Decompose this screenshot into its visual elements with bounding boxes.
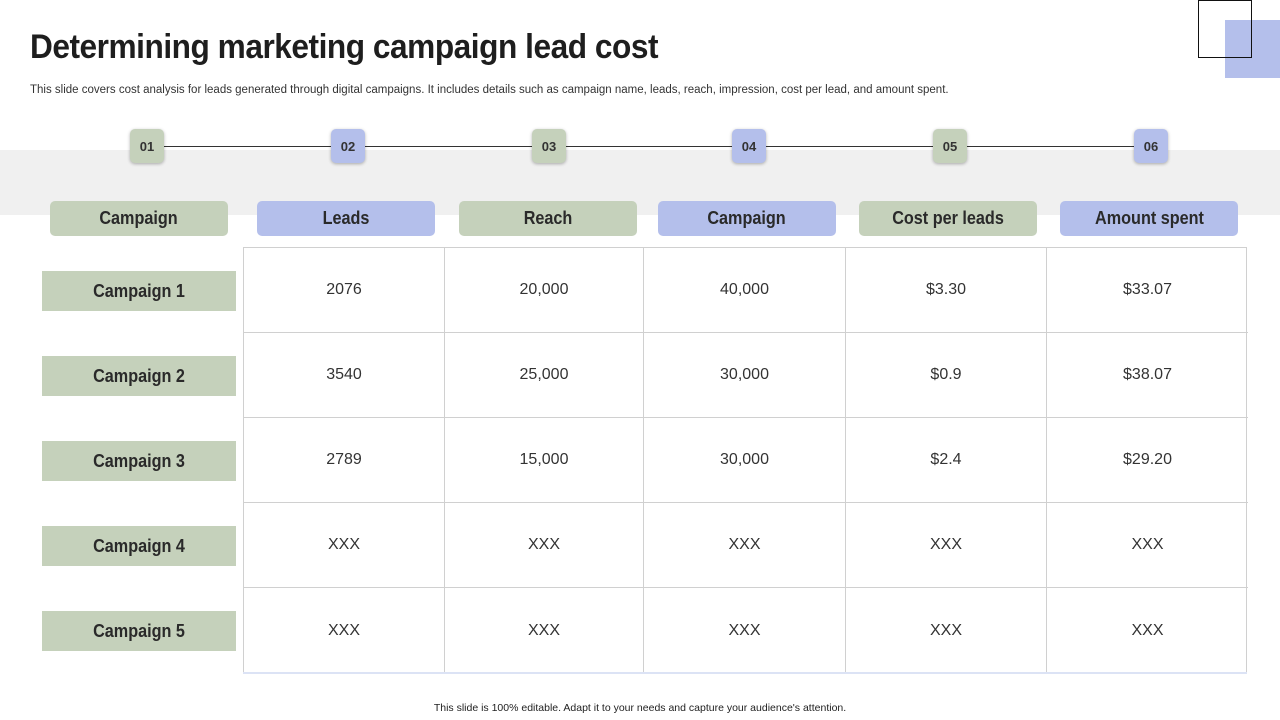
step-badge-05: 05: [933, 129, 967, 163]
column-header-campaign: Campaign: [50, 201, 228, 236]
decorative-square-outline: [1198, 0, 1252, 58]
table-cell: 2076: [244, 248, 445, 333]
table-bottom-accent: [243, 672, 1247, 674]
column-header-reach: Reach: [459, 201, 637, 236]
table-cell: 25,000: [445, 333, 644, 418]
table-cell: $0.9: [846, 333, 1047, 418]
table-cell: 30,000: [644, 418, 846, 503]
slide-title: Determining marketing campaign lead cost: [30, 28, 659, 66]
table-cell: $38.07: [1047, 333, 1248, 418]
table-cell: XXX: [846, 503, 1047, 588]
row-label-campaign-1: Campaign 1: [42, 271, 236, 311]
column-header-label: Cost per leads: [892, 208, 1004, 228]
table-cell: XXX: [1131, 622, 1164, 639]
table-cell: 15,000: [445, 418, 644, 503]
data-table: 2076 20,000 40,000 $3.30 $33.07 3540 25,…: [243, 247, 1248, 674]
column-header-label: Reach: [523, 208, 573, 228]
column-header-label: Amount spent: [1094, 208, 1204, 228]
row-label-text: Campaign 3: [93, 450, 185, 471]
table-cell: 3540: [244, 333, 445, 418]
column-header-leads: Leads: [257, 201, 435, 236]
table-cell: $2.4: [846, 418, 1047, 503]
column-header-impression: Campaign: [658, 201, 836, 236]
table-cell: 2789: [244, 418, 445, 503]
column-header-label: Campaign: [707, 208, 787, 228]
table-cell: $29.20: [1047, 418, 1248, 503]
table-cell: XXX: [1047, 503, 1248, 588]
row-label-campaign-3: Campaign 3: [42, 441, 236, 481]
decorative-square-filled: [1225, 20, 1280, 78]
column-header-amount-spent: Amount spent: [1060, 201, 1238, 236]
table-cell: XXX: [846, 588, 1047, 674]
step-badge-01: 01: [130, 129, 164, 163]
row-label-text: Campaign 5: [93, 620, 185, 641]
table-cell: XXX: [244, 588, 445, 674]
table-cell: XXX: [445, 588, 644, 674]
row-label-campaign-5: Campaign 5: [42, 611, 236, 651]
table-cell: 20,000: [445, 248, 644, 333]
footer-note: This slide is 100% editable. Adapt it to…: [433, 702, 847, 714]
step-badge-04: 04: [732, 129, 766, 163]
row-label-text: Campaign 1: [93, 280, 185, 301]
table-cell: $33.07: [1047, 248, 1248, 333]
timeline-line: [148, 146, 1151, 147]
row-label-campaign-2: Campaign 2: [42, 356, 236, 396]
table-cell: XXX: [445, 503, 644, 588]
row-label-text: Campaign 2: [93, 365, 185, 386]
table-cell: 30,000: [644, 333, 846, 418]
step-badge-02: 02: [331, 129, 365, 163]
slide-subtitle: This slide covers cost analysis for lead…: [30, 84, 949, 96]
row-label-text: Campaign 4: [93, 535, 185, 556]
step-badge-06: 06: [1134, 129, 1168, 163]
table-cell: XXX: [644, 503, 846, 588]
row-label-campaign-4: Campaign 4: [42, 526, 236, 566]
column-header-cost-per-leads: Cost per leads: [859, 201, 1037, 236]
table-cell: XXX: [244, 503, 445, 588]
column-header-label: Leads: [322, 208, 370, 228]
table-cell: 40,000: [644, 248, 846, 333]
column-header-label: Campaign: [99, 208, 179, 228]
table-cell: $3.30: [846, 248, 1047, 333]
step-badge-03: 03: [532, 129, 566, 163]
table-cell: XXX: [644, 588, 846, 674]
